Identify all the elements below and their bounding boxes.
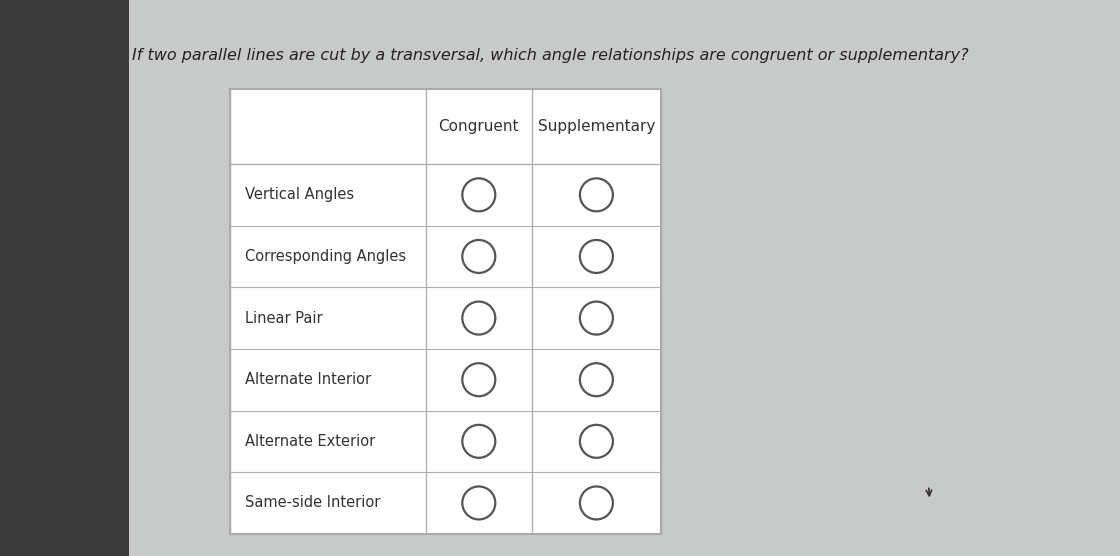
Text: Alternate Interior: Alternate Interior: [244, 372, 371, 387]
Text: Corresponding Angles: Corresponding Angles: [244, 249, 405, 264]
Text: If two parallel lines are cut by a transversal, which angle relationships are co: If two parallel lines are cut by a trans…: [132, 48, 969, 63]
Text: Same-side Interior: Same-side Interior: [244, 495, 380, 510]
Bar: [230, 89, 661, 534]
Text: Alternate Exterior: Alternate Exterior: [244, 434, 375, 449]
Text: Vertical Angles: Vertical Angles: [244, 187, 354, 202]
Bar: [0, 0, 129, 556]
Bar: [230, 89, 661, 534]
Text: Congruent: Congruent: [439, 119, 519, 134]
Text: Linear Pair: Linear Pair: [244, 311, 323, 326]
Text: Supplementary: Supplementary: [538, 119, 655, 134]
